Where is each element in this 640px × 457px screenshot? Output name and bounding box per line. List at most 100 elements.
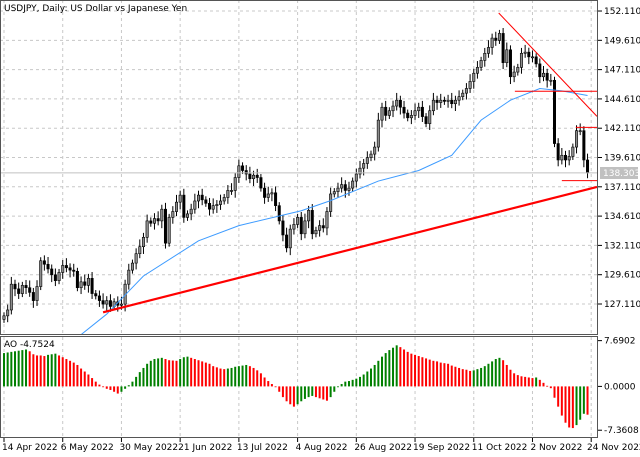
ao-bar-up [14,351,17,387]
bull-candle-body [215,204,219,206]
candle [406,109,410,122]
bull-candle-body [288,228,292,249]
ao-bar-down [450,365,453,387]
ao-bar-up [124,386,127,389]
bull-candle-body [453,99,457,105]
time-tick-label: 30 May 2022 [119,443,178,453]
bull-candle-body [178,194,182,203]
candle [505,42,509,68]
ao-bar-up [157,358,160,387]
price-axis: 152.110 149.610 147.110 144.610 142.110 139.6… [598,7,640,310]
bull-candle-body [373,146,377,155]
price-tick-label: 129.610 [604,271,640,281]
bull-candle-body [197,194,201,202]
bull-candle-body [296,217,300,225]
ao-bar-down [175,360,178,387]
ao-bar-down [190,357,193,387]
candle [39,257,43,291]
ao-bar-up [300,386,303,402]
candle [523,44,527,58]
chart-title: USDJPY, Daily: US Dollar vs Japanese Yen [4,4,187,14]
bull-candle-body [318,225,322,231]
ao-bar-down [318,386,321,399]
ao-bar-down [406,351,409,387]
trendline-support[interactable] [102,185,598,314]
bull-candle-body [417,106,421,112]
bull-candle-body [475,67,479,74]
candle [31,287,35,308]
bear-candle-body [424,116,428,124]
bull-candle-body [219,200,223,205]
trendlines[interactable] [102,12,598,314]
candle [472,68,476,89]
bull-candle-body [446,99,450,102]
candle [281,215,285,242]
ao-bar-up [230,367,233,387]
candle [83,274,87,290]
candle [204,196,208,207]
candle [307,205,311,229]
ao-bar-down [314,386,317,398]
ao-bar-up [241,365,244,387]
candle [409,110,413,125]
ao-bar-down [571,386,574,429]
bear-candle-body [420,106,424,117]
trendline-resistance[interactable] [498,12,598,117]
ao-bar-down [454,366,457,387]
bull-candle-body [472,72,476,82]
ao-bar-down [28,351,31,387]
price-tick-label: 137.110 [604,183,640,193]
candle [530,50,534,63]
bear-candle-body [200,194,204,201]
bear-candle-body [204,199,208,204]
candle [270,188,274,202]
ao-bar-down [436,361,439,387]
candle [215,200,219,213]
price-tick-label: 149.610 [604,36,640,46]
ao-bar-down [516,375,519,387]
bear-candle-body [277,205,281,222]
candle [255,168,259,183]
ao-bar-up [487,363,490,387]
ao-bar-up [388,350,391,387]
ao-bar-up [336,386,339,388]
bull-candle-body [461,92,465,97]
candle [534,53,538,68]
candle [42,255,46,271]
ao-bar-down [421,357,424,387]
candle [6,304,10,323]
candle [373,141,377,161]
bear-candle-body [545,72,549,81]
ao-bar-down [443,363,446,387]
ao-bar-up [50,354,53,387]
bear-candle-body [90,278,94,294]
candle [145,214,149,243]
candle [479,56,483,71]
bear-candle-body [384,106,388,116]
candles [2,28,590,323]
ao-bar-up [476,369,479,387]
time-tick-label: 2 Nov 2022 [530,443,582,453]
bull-candle-body [138,246,142,255]
bear-candle-body [402,106,406,114]
bear-candle-body [17,288,21,294]
bull-candle-body [376,119,380,148]
ao-bar-down [560,386,563,416]
bull-candle-body [497,33,501,41]
moving-average-line [80,87,588,335]
ao-bar-up [160,357,163,387]
bull-candle-body [395,99,399,107]
candle [230,183,234,195]
bull-candle-body [152,218,156,224]
bear-candle-body [53,274,57,281]
ao-bar-up [381,356,384,387]
ao-bar-up [344,381,347,387]
candle [288,224,292,256]
candle [497,29,501,44]
candle [285,227,289,253]
bull-candle-body [35,286,39,301]
bear-candle-body [582,130,586,161]
ao-histogram [3,345,589,429]
candle [446,94,450,108]
